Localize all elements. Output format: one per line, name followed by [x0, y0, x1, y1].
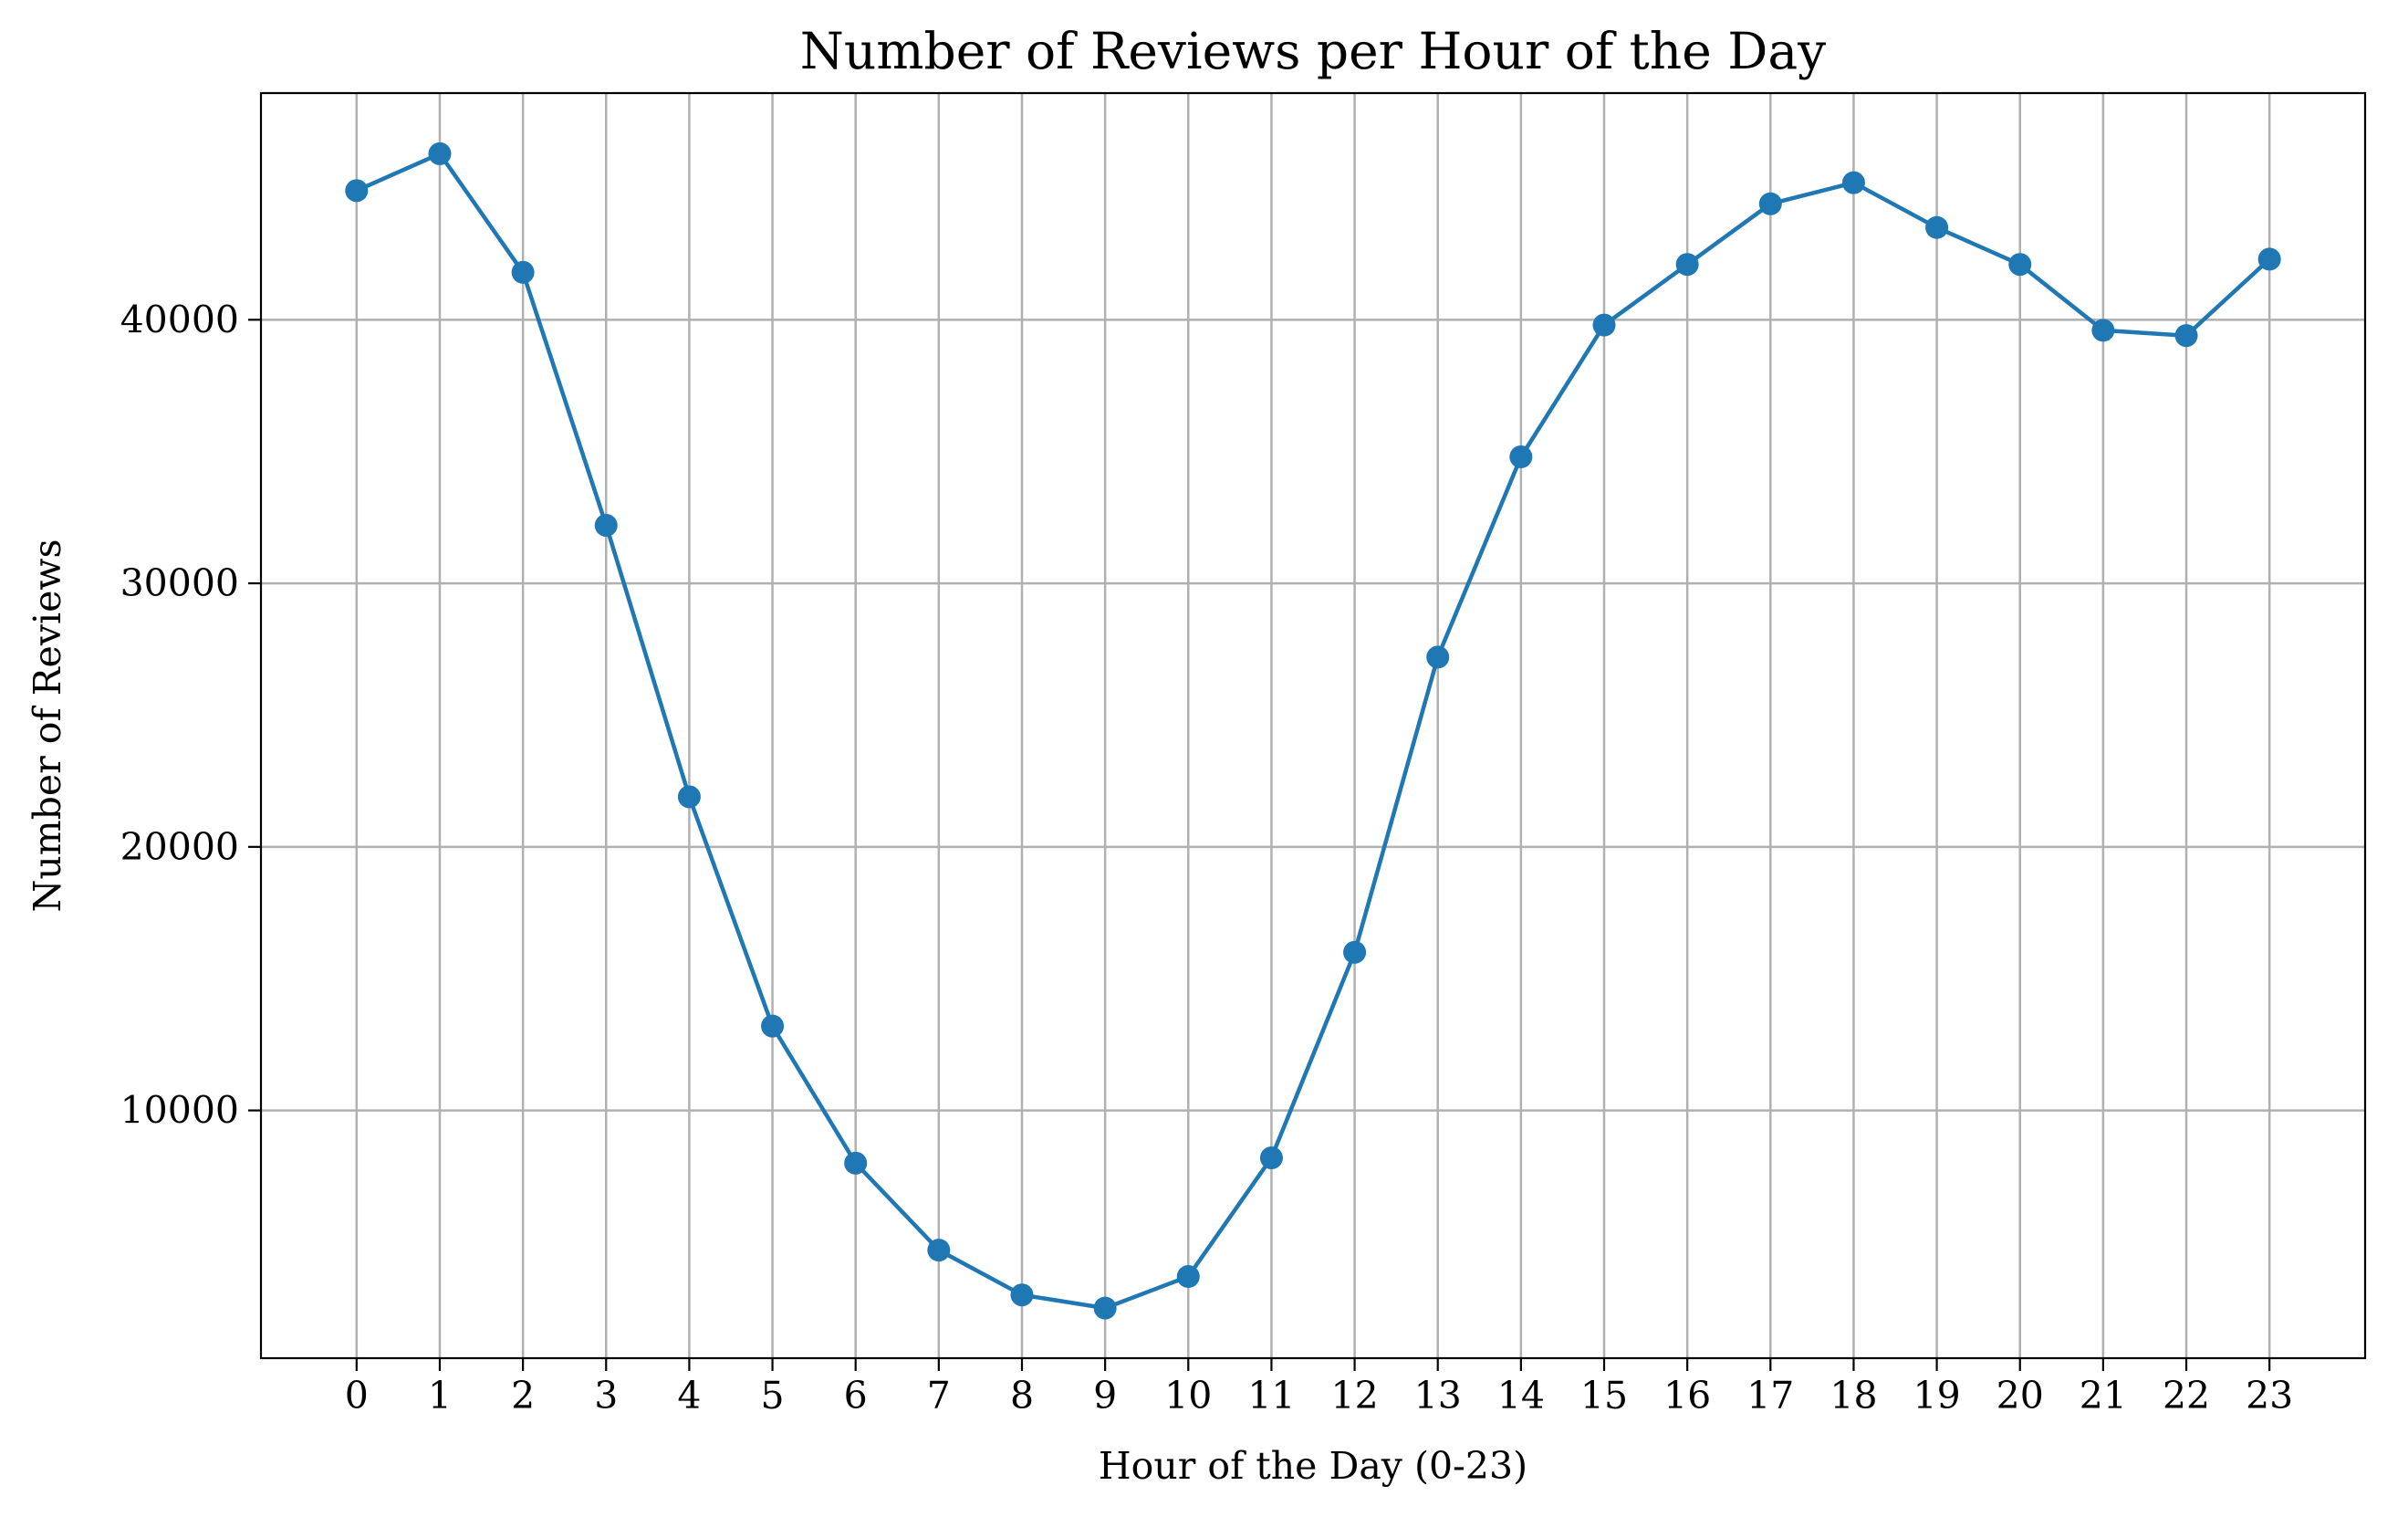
- data-point: [1675, 253, 1699, 277]
- series-layer: [345, 141, 2281, 1320]
- data-point: [1592, 313, 1616, 337]
- data-point: [594, 514, 618, 538]
- x-tick-label: 6: [844, 1374, 868, 1418]
- data-point: [1176, 1264, 1200, 1288]
- data-point: [1010, 1283, 1034, 1307]
- x-tick-label: 19: [1913, 1374, 1961, 1418]
- x-tick-label: 0: [345, 1374, 369, 1418]
- x-tick-label: 12: [1330, 1374, 1378, 1418]
- y-tick-label: 30000: [120, 561, 239, 605]
- x-tick-label: 1: [428, 1374, 452, 1418]
- data-point: [761, 1014, 785, 1038]
- data-point: [1925, 215, 1949, 239]
- x-tick-label: 7: [927, 1374, 951, 1418]
- chart-title: Number of Reviews per Hour of the Day: [800, 22, 1826, 80]
- data-point: [511, 260, 535, 284]
- x-tick-label: 18: [1829, 1374, 1877, 1418]
- data-point: [927, 1239, 951, 1262]
- data-point: [1259, 1146, 1283, 1170]
- data-point: [2257, 247, 2281, 271]
- x-tick-label: 2: [511, 1374, 535, 1418]
- x-tick-label: 23: [2246, 1374, 2293, 1418]
- x-tick-label: 4: [677, 1374, 701, 1418]
- data-point: [1093, 1296, 1117, 1320]
- plot-frame: [259, 91, 2367, 1360]
- x-tick-label: 11: [1247, 1374, 1295, 1418]
- x-tick-label: 10: [1164, 1374, 1212, 1418]
- data-point: [2091, 319, 2115, 342]
- data-point: [1758, 192, 1782, 215]
- data-point: [2008, 253, 2032, 277]
- data-point: [844, 1151, 868, 1175]
- data-point: [1343, 940, 1367, 964]
- data-point: [2174, 324, 2198, 348]
- x-tick-label: 15: [1580, 1374, 1628, 1418]
- data-point: [1841, 171, 1865, 194]
- x-tick-label: 8: [1010, 1374, 1034, 1418]
- x-tick-label: 21: [2080, 1374, 2127, 1418]
- data-point: [428, 141, 452, 165]
- data-point: [1509, 445, 1533, 468]
- y-axis-title: Number of Reviews: [26, 539, 69, 913]
- x-tick-label: 5: [761, 1374, 785, 1418]
- data-point: [345, 179, 369, 203]
- x-tick-label: 16: [1663, 1374, 1711, 1418]
- x-tick-label: 22: [2163, 1374, 2210, 1418]
- data-point: [677, 785, 701, 809]
- x-tick-label: 3: [594, 1374, 618, 1418]
- y-tick-label: 10000: [120, 1089, 239, 1133]
- data-point: [1426, 645, 1450, 669]
- y-tick-label: 40000: [120, 298, 239, 341]
- x-tick-label: 20: [1996, 1374, 2044, 1418]
- grid-layer: [261, 93, 2365, 1358]
- series-line: [354, 152, 2272, 1311]
- x-tick-label: 17: [1746, 1374, 1794, 1418]
- x-axis-title: Hour of the Day (0-23): [1099, 1444, 1527, 1488]
- x-tick-label: 14: [1497, 1374, 1545, 1418]
- y-tick-label: 20000: [120, 825, 239, 869]
- tick-layer: 0 1 2 3 4 5 6 7 8 9 10 11 12 13 14 15 16 17 18 19 20 21 22 2310…: [120, 298, 2294, 1418]
- x-tick-label: 13: [1414, 1374, 1462, 1418]
- x-tick-label: 9: [1093, 1374, 1117, 1418]
